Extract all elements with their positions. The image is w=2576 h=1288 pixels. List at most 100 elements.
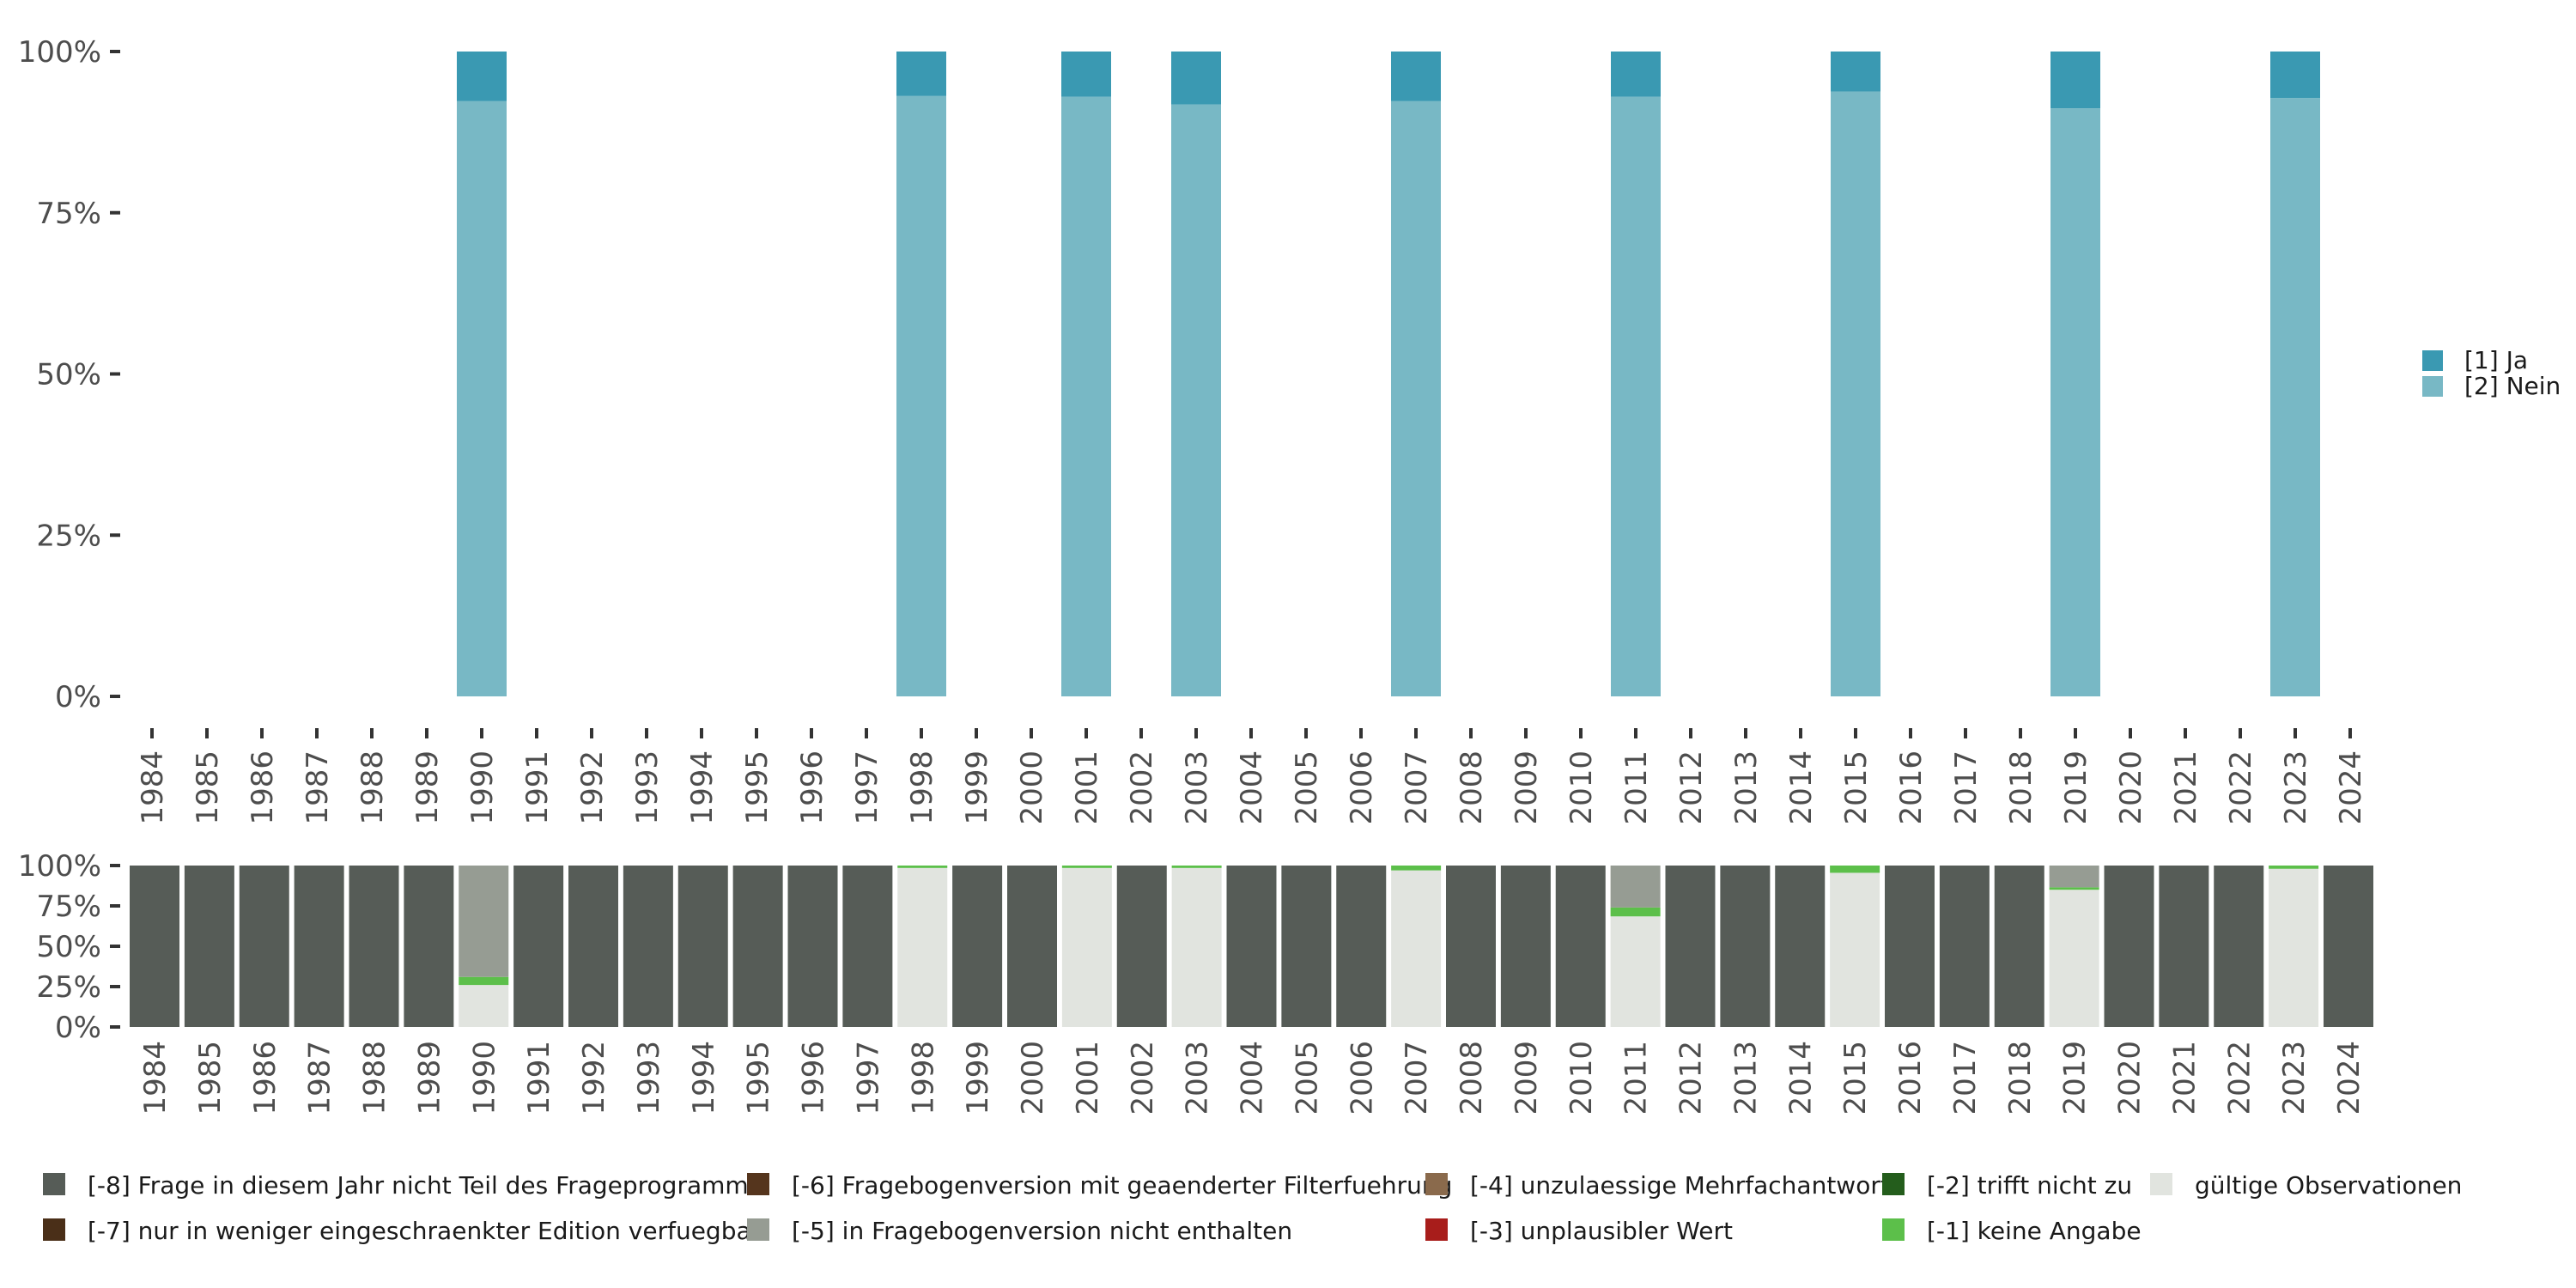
top-bar-1990-series-0: [457, 100, 507, 696]
top-x-tick-label: 1988: [355, 750, 390, 825]
top-legend: [1] Ja[2] Nein: [2422, 346, 2561, 400]
bottom-x-tick-label: 2010: [1564, 1041, 1599, 1115]
top-x-tick-label: 2012: [1674, 750, 1709, 825]
bottom-bar-2001-series-1: [1061, 866, 1112, 868]
bottom-bar-1990-series-0: [459, 985, 509, 1027]
bottom-legend-label: [-7] nur in weniger eingeschraenkter Edi…: [88, 1217, 762, 1245]
top-x-tick-label: 1987: [301, 750, 335, 825]
bottom-bar-1990-series-5: [459, 866, 509, 977]
bottom-bar-1990-series-1: [459, 976, 509, 986]
bottom-x-tick-label: 2014: [1783, 1041, 1818, 1115]
bottom-legend-label: [-8] Frage in diesem Jahr nicht Teil des…: [88, 1171, 761, 1200]
bottom-bar-1995-series-8: [732, 866, 783, 1027]
bottom-bar-2013-series-8: [1720, 866, 1771, 1027]
bottom-y-tick-label: 25%: [36, 970, 101, 1005]
bottom-x-tick-label: 2006: [1345, 1041, 1379, 1115]
top-x-tick-label: 2019: [2059, 750, 2093, 825]
bottom-bar-1993-series-8: [623, 866, 673, 1027]
bottom-legend-swatch: [1882, 1218, 1905, 1241]
bottom-bar-2020-series-8: [2104, 866, 2154, 1027]
bottom-x-tick-label: 2015: [1838, 1041, 1873, 1115]
bottom-bar-1998-series-1: [897, 866, 948, 868]
top-y-tick-label: 75%: [36, 197, 101, 231]
top-x-tick-label: 1994: [685, 750, 720, 825]
top-bar-2023-series-0: [2270, 98, 2320, 696]
bottom-bar-2014-series-8: [1775, 866, 1826, 1027]
bottom-bar-2015-series-0: [1830, 872, 1880, 1027]
bottom-bar-1996-series-8: [787, 866, 838, 1027]
top-x-tick-label: 2010: [1564, 750, 1599, 825]
bottom-x-tick-label: 2007: [1400, 1041, 1434, 1115]
bottom-x-tick-label: 2020: [2113, 1041, 2148, 1115]
bottom-bar-2019-series-0: [2049, 890, 2099, 1027]
bottom-y-tick-label: 100%: [18, 849, 101, 884]
top-bar-1990-series-1: [457, 52, 507, 101]
top-x-tick-label: 2024: [2334, 750, 2368, 825]
bottom-legend-label: [-4] unzulaessige Mehrfachantwort: [1470, 1171, 1890, 1200]
top-x-tick-label: 1992: [575, 750, 610, 825]
bottom-bar-1986-series-8: [239, 866, 289, 1027]
top-bar-2007-series-0: [1391, 100, 1441, 696]
top-x-tick-label: 1991: [520, 750, 555, 825]
bottom-x-tick-label: 2019: [2058, 1041, 2093, 1115]
bottom-x-tick-label: 1990: [467, 1041, 501, 1115]
top-y-tick-label: 50%: [36, 358, 101, 392]
bottom-x-tick-label: 2017: [1948, 1041, 1983, 1115]
bottom-x-tick-label: 1999: [961, 1041, 995, 1115]
bottom-x-tick-label: 2016: [1893, 1041, 1928, 1115]
bottom-x-tick-label: 1988: [358, 1041, 392, 1115]
bottom-bar-2023-series-1: [2269, 866, 2319, 869]
top-x-tick-label: 1985: [191, 750, 225, 825]
bottom-bar-2017-series-8: [1939, 866, 1990, 1027]
bottom-x-tick-label: 2000: [1016, 1041, 1050, 1115]
top-x-tick-label: 1990: [465, 750, 500, 825]
bottom-x-tick-label: 1996: [797, 1041, 831, 1115]
bottom-bar-2010-series-8: [1555, 866, 1606, 1027]
bottom-bar-1984-series-8: [130, 866, 179, 1027]
top-bar-1998-series-1: [896, 52, 946, 96]
bottom-y-tick-label: 50%: [36, 930, 101, 964]
top-x-tick-label: 1989: [410, 750, 445, 825]
bottom-bar-1997-series-8: [842, 866, 893, 1027]
bottom-legend-swatch: [1882, 1173, 1905, 1195]
bottom-x-tick-label: 1998: [906, 1041, 940, 1115]
bottom-x-tick-label: 2023: [2277, 1041, 2312, 1115]
bottom-x-tick-label: 1995: [742, 1041, 776, 1115]
bottom-bar-2009-series-8: [1500, 866, 1551, 1027]
top-x-tick-label: 2015: [1839, 750, 1874, 825]
bottom-x-tick-label: 1986: [248, 1041, 283, 1115]
top-x-tick-label: 2007: [1400, 750, 1434, 825]
bottom-bar-2012-series-8: [1665, 866, 1716, 1027]
bottom-legend-swatch: [43, 1173, 65, 1195]
bottom-bar-2024-series-8: [2324, 866, 2373, 1027]
bottom-legend-label: [-6] Fragebogenversion mit geaenderter F…: [792, 1171, 1452, 1200]
top-x-tick-label: 1999: [960, 750, 994, 825]
bottom-bar-2019-series-5: [2049, 866, 2099, 888]
bottom-bar-2003-series-0: [1171, 867, 1222, 1027]
bottom-bar-2001-series-0: [1061, 867, 1112, 1027]
bottom-bar-2008-series-8: [1446, 866, 1496, 1027]
bottom-x-tick-label: 2001: [1071, 1041, 1105, 1115]
bottom-bar-2003-series-1: [1171, 866, 1222, 868]
top-x-tick-label: 2000: [1015, 750, 1049, 825]
bottom-bar-2019-series-1: [2049, 887, 2099, 890]
bottom-x-tick-label: 2002: [1126, 1041, 1160, 1115]
top-bar-2011-series-1: [1611, 52, 1661, 97]
bottom-x-tick-label: 1984: [138, 1041, 173, 1115]
bottom-bar-1991-series-8: [513, 866, 564, 1027]
top-y-tick-label: 25%: [36, 519, 101, 553]
bottom-x-tick-label: 2022: [2222, 1041, 2257, 1115]
bottom-bar-1998-series-0: [897, 867, 948, 1027]
bottom-x-tick-label: 2005: [1290, 1041, 1324, 1115]
top-x-tick-label: 1986: [246, 750, 280, 825]
top-x-tick-label: 2001: [1070, 750, 1104, 825]
bottom-y-tick-label: 75%: [36, 890, 101, 924]
bottom-bar-2016-series-8: [1885, 866, 1935, 1027]
top-x-tick-label: 1984: [136, 750, 170, 825]
bottom-x-tick-label: 2024: [2332, 1041, 2366, 1115]
bottom-x-tick-label: 2021: [2167, 1041, 2202, 1115]
top-y-tick-label: 100%: [18, 35, 101, 70]
bottom-x-tick-label: 2009: [1510, 1041, 1544, 1115]
bottom-x-tick-label: 1997: [851, 1041, 885, 1115]
